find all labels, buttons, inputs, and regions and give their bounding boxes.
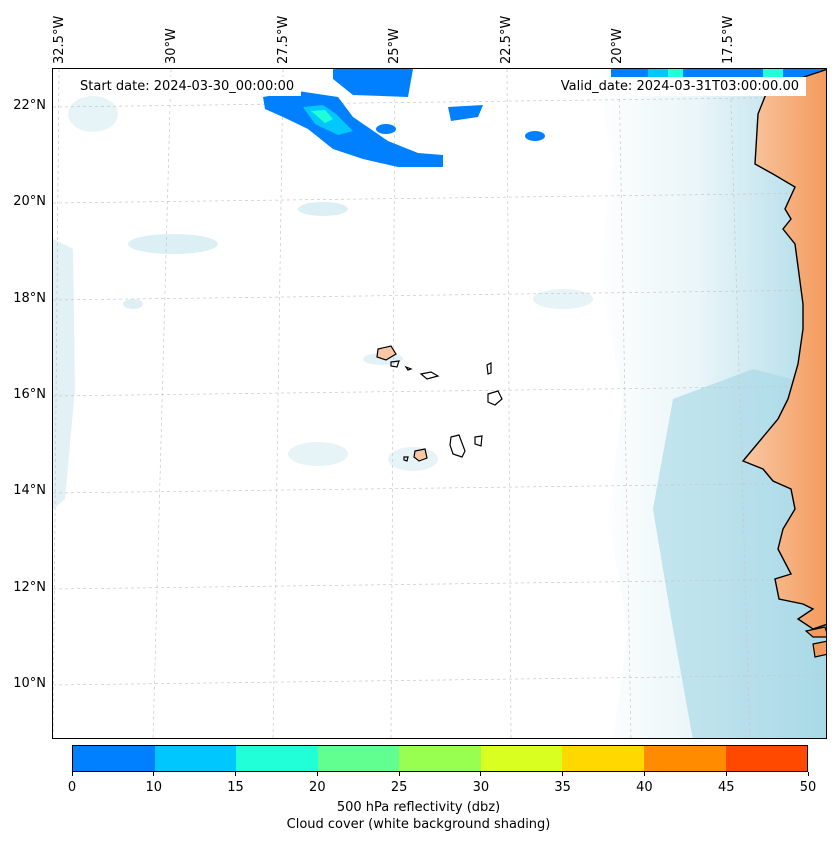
reflectivity-band xyxy=(448,105,483,121)
lon-label-32-5w: 32.5°W xyxy=(52,15,67,64)
lat-label-18n: 18°N xyxy=(13,291,46,306)
colorbar-segment xyxy=(73,746,155,771)
cloud-patch xyxy=(298,202,348,216)
colorbar-tick-mark xyxy=(807,772,809,776)
lon-label-20w: 20°W xyxy=(610,28,625,64)
island-boa-vista xyxy=(487,390,503,406)
island-santa-luzia xyxy=(404,365,413,371)
island-sao-nicolau xyxy=(419,371,440,380)
lat-label-14n: 14°N xyxy=(13,483,46,498)
colorbar-tick-label: 15 xyxy=(227,780,244,795)
cloud-patch xyxy=(128,234,218,254)
island-sal xyxy=(486,362,492,375)
colorbar-tick-label: 0 xyxy=(67,780,77,795)
reflectivity-band xyxy=(333,69,413,97)
island-brava xyxy=(403,456,409,462)
reflectivity-band xyxy=(311,110,333,123)
colorbar-tick-label: 35 xyxy=(554,780,571,795)
colorbar-tick-mark xyxy=(562,772,564,776)
colorbar-tick-label: 20 xyxy=(309,780,326,795)
lat-label-16n: 16°N xyxy=(13,387,46,402)
colorbar-tick-mark xyxy=(153,772,155,776)
reflectivity-layer xyxy=(263,69,826,167)
colorbar-tick-label: 45 xyxy=(717,780,735,795)
colorbar-segment xyxy=(480,746,563,771)
reflectivity-band xyxy=(263,91,443,167)
reflectivity-band xyxy=(763,69,783,77)
colorbar-tick-label: 40 xyxy=(636,780,653,795)
colorbar-segment xyxy=(154,746,237,771)
colorbar-tick-mark xyxy=(71,772,73,776)
cloud-patch xyxy=(288,442,348,466)
start-date-label: Start date: 2024-03-30_00:00:00 xyxy=(73,77,302,96)
graticule xyxy=(53,69,826,738)
cloud-patch xyxy=(388,447,438,471)
colorbar-tick-mark xyxy=(643,772,645,776)
colorbar-segment xyxy=(317,746,400,771)
cloud-patch xyxy=(68,96,118,132)
reflectivity-band xyxy=(668,69,683,77)
reflectivity-cell xyxy=(525,131,545,141)
reflectivity-band xyxy=(611,69,826,77)
colorbar-tick-label: 30 xyxy=(472,780,490,795)
island-santiago xyxy=(449,434,466,458)
colorbar-segment xyxy=(562,746,644,771)
island-fogo xyxy=(413,448,428,462)
cape-verde-islands xyxy=(376,345,503,462)
map-canvas xyxy=(53,69,826,738)
reflectivity-band xyxy=(648,69,668,77)
lat-label-12n: 12°N xyxy=(13,580,46,595)
cloud-cover-west-edge xyxy=(53,239,75,509)
lon-label-27-5w: 27.5°W xyxy=(276,15,291,64)
colorbar-segment xyxy=(236,746,318,771)
lon-label-17-5w: 17.5°W xyxy=(721,15,736,64)
colorbar-tick-label: 10 xyxy=(145,780,163,795)
cloud-cover-layer xyxy=(53,69,826,738)
west-africa-coastline xyxy=(741,69,826,630)
colorbar-tick-mark xyxy=(316,772,318,776)
lat-label-10n: 10°N xyxy=(13,676,46,691)
coastal-island xyxy=(804,626,826,638)
reflectivity-cell xyxy=(376,124,396,134)
cloud-patch xyxy=(123,299,143,309)
lon-label-25w: 25°W xyxy=(387,28,402,64)
colorbar-tick-label: 25 xyxy=(390,780,408,795)
colorbar-tick-mark xyxy=(398,772,400,776)
coastal-island xyxy=(812,640,826,658)
map-panel[interactable]: Start date: 2024-03-30_00:00:00 Valid_da… xyxy=(52,68,827,739)
island-santo-antao xyxy=(376,345,397,361)
cloud-patch xyxy=(533,289,593,309)
colorbar-segment xyxy=(399,746,481,771)
colorbar-sublabel: Cloud cover (white background shading) xyxy=(286,817,551,832)
colorbar-tick-mark xyxy=(235,772,237,776)
colorbar-tick-mark xyxy=(480,772,482,776)
colorbar-tick-label: 50 xyxy=(799,780,817,795)
colorbar xyxy=(72,745,808,772)
colorbar-label: 500 hPa reflectivity (dbz) xyxy=(336,800,501,815)
colorbar-segment xyxy=(725,746,808,771)
valid-date-label: Valid_date: 2024-03-31T03:00:00.00 xyxy=(553,77,806,96)
island-sao-vicente xyxy=(390,360,400,368)
colorbar-tick-mark xyxy=(725,772,727,776)
lat-label-20n: 20°N xyxy=(13,194,46,209)
lon-label-30w: 30°W xyxy=(164,28,179,64)
island-maio xyxy=(474,435,483,447)
lon-label-22-5w: 22.5°W xyxy=(499,15,514,64)
colorbar-segment xyxy=(643,746,726,771)
lat-label-22n: 22°N xyxy=(13,98,46,113)
